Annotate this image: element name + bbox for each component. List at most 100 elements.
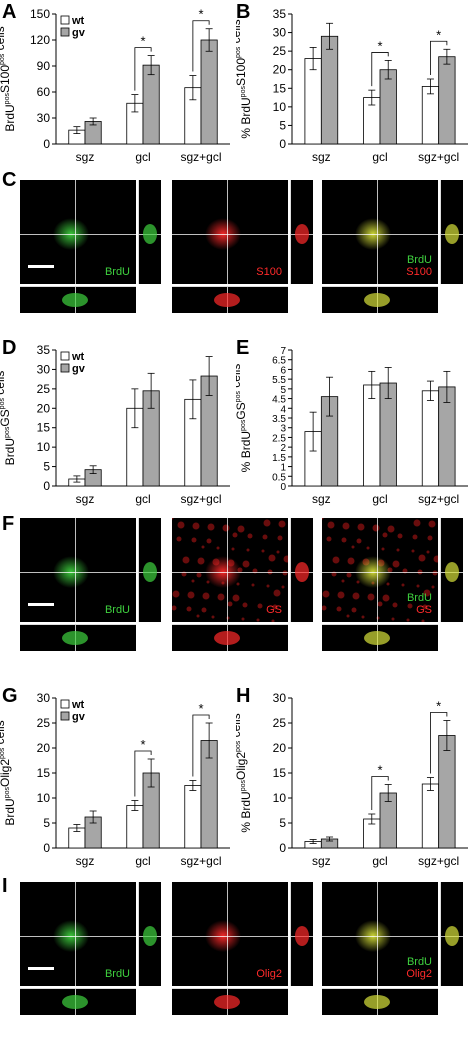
bottom-signal [61, 631, 88, 645]
crosshair-vertical [376, 180, 378, 284]
y-tick-label: 3.5 [272, 414, 286, 425]
y-tick-label: 1 [280, 463, 286, 474]
texture-dot [392, 602, 398, 608]
crosshair-vertical [376, 882, 378, 986]
significance-star: * [198, 701, 203, 716]
channel-label: BrdU [406, 956, 432, 968]
panel-letter-i: I [2, 875, 8, 897]
bar [126, 805, 144, 849]
texture-dot [413, 519, 421, 527]
y-tick-label: 0.5 [272, 472, 286, 483]
y-tick-label: 2.5 [272, 433, 286, 444]
texture-dot [423, 589, 431, 597]
texture-dot [382, 532, 388, 538]
bar [304, 58, 322, 145]
texture-dot [232, 594, 240, 602]
orthogonal-bottom-view [172, 286, 288, 313]
texture-dot [422, 604, 428, 610]
y-tick-label: 25 [37, 382, 51, 396]
texture-dot [387, 525, 395, 533]
y-tick-label: 5.5 [272, 375, 286, 386]
y-tick-label: 20 [37, 401, 51, 415]
texture-dot [272, 604, 278, 610]
texture-dot [261, 549, 265, 553]
texture-dot [246, 548, 250, 552]
chart-d: BrdUposGSpos cells 0 5 10 15 20 25 30 35 sgz gcl sg… [0, 343, 230, 506]
crosshair-vertical [74, 180, 76, 284]
side-signal [445, 223, 459, 244]
legend-swatch [60, 699, 70, 709]
texture-dot [381, 547, 385, 551]
texture-dot [276, 550, 280, 554]
bar [184, 785, 202, 849]
bar [438, 56, 456, 145]
texture-dot [431, 585, 435, 589]
y-tick-label: 10 [273, 791, 287, 805]
texture-dot [237, 525, 245, 533]
texture-dot [172, 518, 174, 520]
crosshair-vertical [74, 882, 76, 986]
significance-bracket [192, 714, 210, 777]
y-axis-label: BrdUposS100pos cells [0, 26, 17, 131]
legend-label: wt [71, 699, 85, 711]
texture-dot [326, 536, 332, 542]
texture-dot [342, 522, 350, 530]
x-tick-label: gcl [372, 150, 387, 164]
texture-dot [231, 547, 235, 551]
texture-dot [337, 591, 345, 599]
crosshair-horizontal [172, 572, 288, 574]
orthogonal-bottom-view [322, 286, 438, 313]
orthogonal-side-view [138, 518, 161, 622]
texture-dot [247, 533, 253, 539]
orthogonal-side-view [138, 882, 161, 986]
texture-dot [347, 557, 355, 565]
orthogonal-side-view [440, 882, 463, 986]
chart-a: BrdUposS100pos cells 0 30 60 90 120 150 sgz gcl *… [0, 7, 230, 164]
significance-bracket [134, 750, 152, 797]
bar [379, 69, 397, 145]
crosshair-horizontal [172, 234, 288, 236]
texture-dot [407, 603, 413, 609]
texture-dot [366, 546, 370, 550]
x-tick-label: sgz+gcl [418, 150, 459, 164]
texture-dot [207, 523, 215, 531]
panel-letter-a: A [2, 1, 17, 23]
texture-dot [267, 569, 273, 575]
panel-letter-c: C [2, 169, 17, 191]
bottom-signal [363, 293, 390, 307]
significance-star: * [140, 34, 145, 49]
texture-dot [202, 592, 210, 600]
bottom-signal [363, 995, 390, 1009]
texture-dot [216, 546, 220, 550]
y-tick-label: 15 [273, 81, 287, 95]
significance-star: * [436, 27, 441, 42]
orthogonal-bottom-view [20, 988, 136, 1015]
significance-bracket [192, 20, 210, 72]
significance-bracket [371, 52, 389, 87]
texture-dot [227, 601, 233, 607]
texture-dot [196, 614, 200, 618]
texture-dot [357, 523, 365, 531]
micrograph-f-1: BrdU [20, 518, 136, 622]
significance-star: * [140, 737, 145, 752]
orthogonal-bottom-view [322, 624, 438, 651]
scale-bar [28, 967, 54, 970]
side-signal [445, 925, 459, 946]
channel-label: Olig2 [406, 968, 432, 980]
crosshair-horizontal [20, 234, 136, 236]
x-tick-label: gcl [135, 854, 150, 868]
crosshair-vertical [74, 518, 76, 622]
channel-label: BrdU [104, 266, 130, 278]
crosshair-horizontal [322, 936, 438, 938]
y-tick-label: 0 [43, 137, 50, 151]
legend-label: wt [71, 15, 85, 27]
texture-dot [182, 556, 190, 564]
texture-dot [341, 537, 347, 543]
legend-swatch [60, 363, 70, 373]
texture-dot [351, 607, 357, 613]
texture-dot [262, 534, 268, 540]
y-tick-label: 5 [279, 118, 286, 132]
texture-dot [322, 605, 327, 611]
texture-dot [361, 615, 365, 619]
significance-star: * [377, 38, 382, 53]
